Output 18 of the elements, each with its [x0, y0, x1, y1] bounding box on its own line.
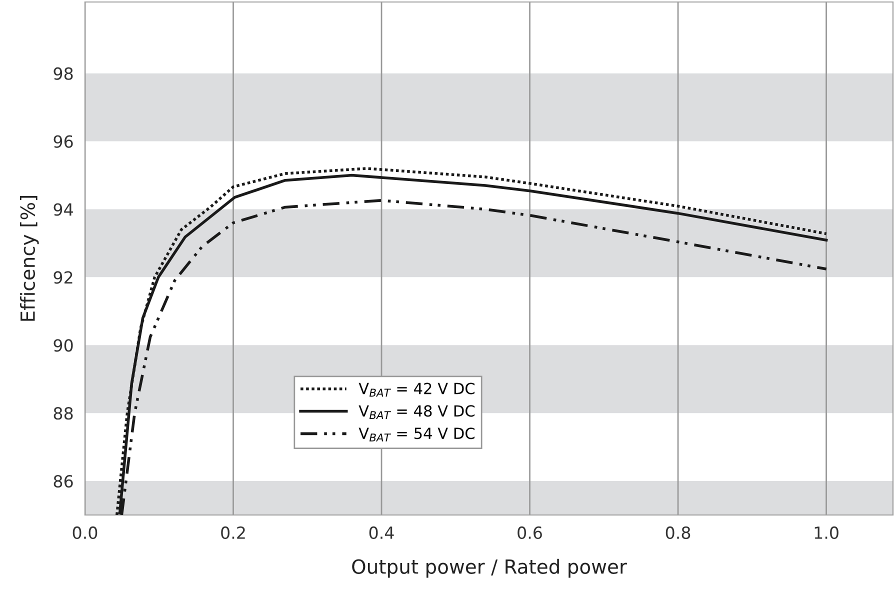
x-tick-label: 0.2	[221, 526, 245, 540]
y-tick-label: 90	[54, 339, 73, 352]
legend-label: V$_{BAT}$ = 48 V DC	[358, 405, 475, 420]
y-tick-label: 94	[54, 203, 73, 216]
x-tick-label: 1.0	[814, 526, 838, 540]
x-tick-label: 0.6	[518, 526, 542, 540]
y-axis-title: Efficency [%]	[20, 196, 39, 321]
legend-label: V$_{BAT}$ = 42 V DC	[358, 382, 475, 397]
x-tick-label: 0.8	[666, 526, 690, 540]
y-tick-label: 98	[54, 67, 73, 80]
y-tick-label: 96	[54, 135, 73, 148]
x-axis-title: Output power / Rated power	[352, 558, 627, 578]
x-tick-label: 0.0	[72, 526, 98, 540]
x-tick-label: 0.4	[369, 526, 394, 540]
legend-label: V$_{BAT}$ = 54 V DC	[358, 428, 475, 442]
y-tick-label: 88	[54, 407, 73, 420]
y-tick-label: 86	[54, 474, 73, 488]
y-tick-label: 92	[54, 271, 72, 284]
